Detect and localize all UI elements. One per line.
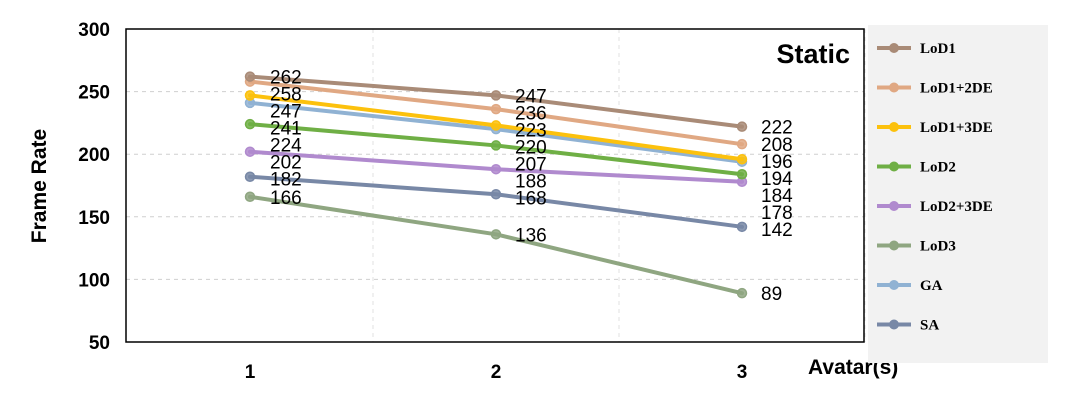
data-label: 262 [270, 68, 302, 89]
y-axis-ticks: 50 100 150 200 250 300 [78, 20, 110, 354]
data-label: 241 [270, 119, 302, 140]
data-label: 208 [761, 135, 793, 156]
data-point-lod3 [736, 287, 748, 299]
data-point-lod2 [244, 118, 256, 130]
legend-swatch-marker [889, 319, 899, 330]
data-point-lod1 [736, 121, 748, 132]
data-point-lod1 [244, 71, 256, 82]
y-tick-label: 250 [78, 83, 110, 104]
data-label: 168 [515, 188, 547, 209]
data-label: 178 [761, 203, 793, 224]
y-tick-label: 200 [78, 145, 110, 166]
gridlines [126, 29, 866, 342]
data-label: 223 [515, 120, 547, 141]
data-label: 196 [761, 152, 793, 173]
series-line-lod1 [248, 74, 744, 129]
legend-label: LoD2+3DE [920, 199, 993, 215]
data-label: 247 [515, 86, 547, 107]
data-label: 258 [270, 85, 302, 106]
series-lod2 [244, 118, 748, 180]
legend-swatch-marker [889, 280, 899, 290]
data-point-sa [244, 171, 256, 182]
x-tick-label: 3 [737, 362, 748, 383]
legend-swatch-marker [889, 201, 899, 211]
legend-item-ga: GA [877, 278, 943, 294]
legend-swatch-marker [889, 82, 899, 93]
series-line-lod3 [248, 194, 744, 296]
data-point-lod1 [490, 90, 502, 101]
data-label: 247 [270, 102, 302, 123]
series-lod1 [244, 71, 748, 132]
data-label: 89 [761, 284, 782, 305]
legend-swatch-marker [889, 43, 899, 53]
legend-item-lod2-plus-3de: LoD2+3DE [877, 199, 993, 215]
x-axis-ticks: 1 2 3 [245, 362, 748, 383]
legend-label: SA [920, 318, 939, 334]
data-point-lod1-plus-3de [736, 153, 748, 165]
series-lod1-plus-3de [244, 90, 748, 165]
legend-background [868, 25, 1048, 363]
data-point-lod1-plus-2de [736, 138, 748, 150]
x-tick-label: 2 [491, 362, 502, 383]
legend-label: GA [920, 278, 943, 294]
data-point-lod3 [490, 229, 502, 240]
legend-label: LoD1 [920, 41, 956, 57]
data-label: 207 [515, 154, 547, 175]
legend-item-lod3: LoD3 [877, 239, 956, 255]
legend-swatch-marker [889, 240, 899, 251]
data-label: 202 [270, 153, 302, 174]
data-point-lod2 [490, 140, 502, 151]
data-label: 166 [270, 188, 302, 209]
data-point-lod3 [244, 191, 256, 203]
data-labels: 2622582472412242021821662472362232202071… [270, 68, 793, 306]
x-tick-label: 1 [245, 362, 256, 383]
data-label: 222 [761, 118, 793, 139]
data-label: 236 [515, 103, 547, 124]
data-point-sa [736, 221, 748, 233]
data-point-lod2 [736, 168, 748, 180]
y-tick-label: 150 [78, 208, 110, 229]
series-sa [244, 171, 748, 233]
series-group [244, 71, 748, 299]
y-tick-label: 300 [78, 20, 110, 41]
y-tick-label: 50 [89, 333, 110, 354]
data-point-lod2-plus-3de [244, 146, 256, 157]
chart-annotation-static: Static [776, 39, 850, 69]
data-label: 182 [270, 170, 302, 191]
legend: LoD1 LoD1+2DE LoD1+3DE LoD2 LoD2+3DE LoD3 GA SA [868, 25, 1048, 363]
legend-label: LoD3 [920, 239, 956, 255]
series-line-sa [248, 174, 744, 229]
data-label: 142 [761, 220, 793, 241]
data-label: 224 [270, 136, 302, 157]
data-point-lod2-plus-3de [490, 163, 502, 175]
data-label: 220 [515, 137, 547, 158]
plot-area-border [125, 28, 865, 343]
data-label: 136 [515, 225, 547, 246]
legend-item-lod1-plus-3de: LoD1+3DE [877, 120, 993, 136]
legend-item-lod2: LoD2 [877, 160, 956, 176]
legend-swatch-marker [889, 161, 899, 172]
y-tick-label: 100 [78, 270, 110, 291]
legend-item-lod1: LoD1 [877, 41, 956, 57]
series-lod3 [244, 191, 748, 299]
legend-swatch-marker [889, 122, 899, 132]
legend-item-sa: SA [877, 318, 939, 334]
legend-item-lod1-plus-2de: LoD1+2DE [877, 81, 993, 97]
data-label: 188 [515, 171, 547, 192]
legend-label: LoD1+2DE [920, 81, 993, 97]
series-lod1-plus-2de [244, 76, 748, 150]
data-point-lod1-plus-2de [490, 103, 502, 115]
data-label: 194 [761, 169, 793, 190]
data-label: 184 [761, 186, 793, 207]
data-point-lod1-plus-3de [244, 90, 256, 101]
legend-label: LoD1+3DE [920, 120, 993, 136]
y-axis-title: Frame Rate [28, 129, 51, 243]
data-point-lod1-plus-3de [490, 120, 502, 131]
legend-label: LoD2 [920, 160, 956, 176]
data-point-sa [490, 189, 502, 200]
